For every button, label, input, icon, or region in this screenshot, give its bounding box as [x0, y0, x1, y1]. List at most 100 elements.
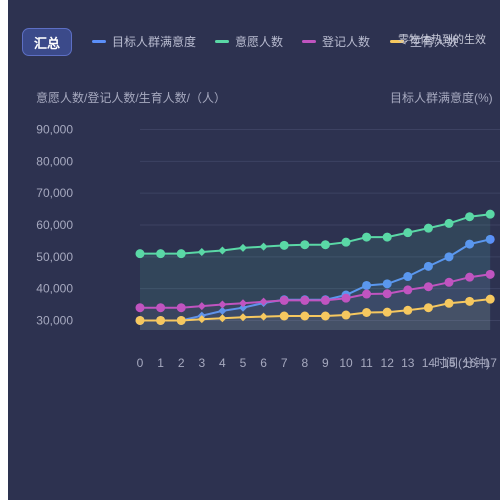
data-point [320, 240, 330, 250]
legend-item-births[interactable]: 生育人数 [390, 33, 458, 49]
data-point [362, 289, 372, 299]
data-point [176, 303, 186, 313]
series-area [140, 239, 491, 330]
overlay-text: 零物体热到的生效 [398, 34, 486, 46]
chart-panel [8, 0, 500, 500]
y-tick-label: 90,000 [36, 123, 73, 137]
legend-label-registered: 登记人数 [322, 34, 371, 49]
data-point [444, 298, 454, 308]
data-point [341, 310, 351, 320]
x-tick-label: 0 [137, 356, 144, 370]
data-point [135, 315, 145, 325]
right-axis-title: 目标人群满意度(%) [390, 91, 493, 105]
data-point [444, 277, 454, 287]
data-point [485, 234, 495, 244]
x-tick-label: 16 [463, 356, 477, 370]
data-point [279, 311, 289, 321]
data-point [382, 279, 392, 289]
grid-lines [140, 129, 500, 321]
data-point [444, 252, 454, 262]
x-tick-label: 4 [219, 356, 226, 370]
legend-swatch-births [390, 39, 404, 43]
data-point [485, 294, 495, 304]
data-point [218, 306, 227, 315]
data-point [423, 223, 433, 233]
tab-summary[interactable]: 汇总 [22, 28, 72, 56]
data-point [218, 300, 227, 309]
x-tick-label: 2 [178, 356, 185, 370]
x-axis-title: 时间(分钟) [434, 355, 490, 370]
legend-label-willing: 意愿人数 [235, 34, 284, 49]
data-point [156, 303, 166, 313]
x-tick-label: 3 [198, 356, 205, 370]
data-point [197, 302, 206, 311]
data-point [279, 295, 289, 305]
data-point [259, 242, 268, 251]
data-point [259, 297, 268, 306]
data-point [300, 295, 310, 305]
data-point [382, 307, 392, 317]
data-point [279, 240, 289, 250]
data-point [239, 303, 247, 312]
legend-label-births: 生育人数 [410, 34, 459, 49]
data-point [135, 303, 145, 313]
legend-swatch-registered [302, 39, 316, 43]
legend-item-registered[interactable]: 登记人数 [302, 33, 370, 49]
series-area [140, 299, 491, 330]
x-tick-label: 9 [322, 356, 329, 370]
data-point [259, 312, 268, 321]
data-point [341, 237, 351, 247]
data-point [197, 315, 206, 324]
data-point [135, 249, 145, 259]
y-tick-label: 40,000 [36, 282, 73, 296]
data-point [300, 240, 310, 250]
data-point [320, 295, 330, 305]
data-point [403, 305, 413, 315]
x-tick-label: 17 [484, 356, 498, 370]
data-point [465, 212, 475, 222]
data-point [403, 272, 413, 282]
legend-item-willing[interactable]: 意愿人数 [215, 33, 283, 49]
left-axis-title: 意愿人数/登记人数/生育人数/（人） [36, 91, 227, 105]
x-tick-label: 13 [401, 356, 415, 370]
legend-label-satisfaction: 目标人群满意度 [112, 34, 197, 49]
series-lines [135, 209, 495, 330]
y-tick-label: 70,000 [36, 186, 73, 200]
x-tick-label: 7 [281, 356, 288, 370]
data-point [403, 228, 413, 238]
x-tick-label: 14 [422, 356, 436, 370]
data-point [362, 308, 372, 317]
data-point [382, 232, 392, 242]
legend-swatch-satisfaction [92, 39, 106, 43]
y-axis-ticks: 30,000 40,000 50,000 60,000 70,000 80,000 90,0… [36, 123, 73, 328]
data-point [239, 243, 247, 252]
series-area [140, 214, 491, 330]
data-point [382, 289, 392, 299]
data-point [485, 269, 495, 279]
data-point [320, 311, 330, 321]
y-tick-label: 30,000 [36, 313, 73, 327]
x-tick-label: 11 [360, 356, 373, 370]
data-point [485, 209, 495, 219]
x-tick-label: 8 [301, 356, 308, 370]
x-tick-label: 12 [381, 356, 395, 370]
x-tick-label: 5 [240, 356, 247, 370]
data-point [403, 285, 413, 295]
data-point [218, 314, 227, 323]
legend-item-satisfaction[interactable]: 目标人群满意度 [92, 33, 196, 49]
series-area [140, 274, 491, 330]
data-point [218, 246, 227, 255]
data-point [176, 249, 186, 259]
data-point [156, 249, 166, 259]
data-point [465, 239, 475, 249]
data-point [156, 315, 166, 325]
data-point [465, 272, 475, 282]
data-point [239, 299, 247, 308]
x-tick-label: 15 [442, 356, 456, 370]
data-point [423, 261, 433, 271]
data-point [444, 218, 454, 228]
x-tick-label: 1 [157, 356, 164, 370]
data-point [341, 293, 351, 303]
y-tick-label: 50,000 [36, 250, 73, 264]
